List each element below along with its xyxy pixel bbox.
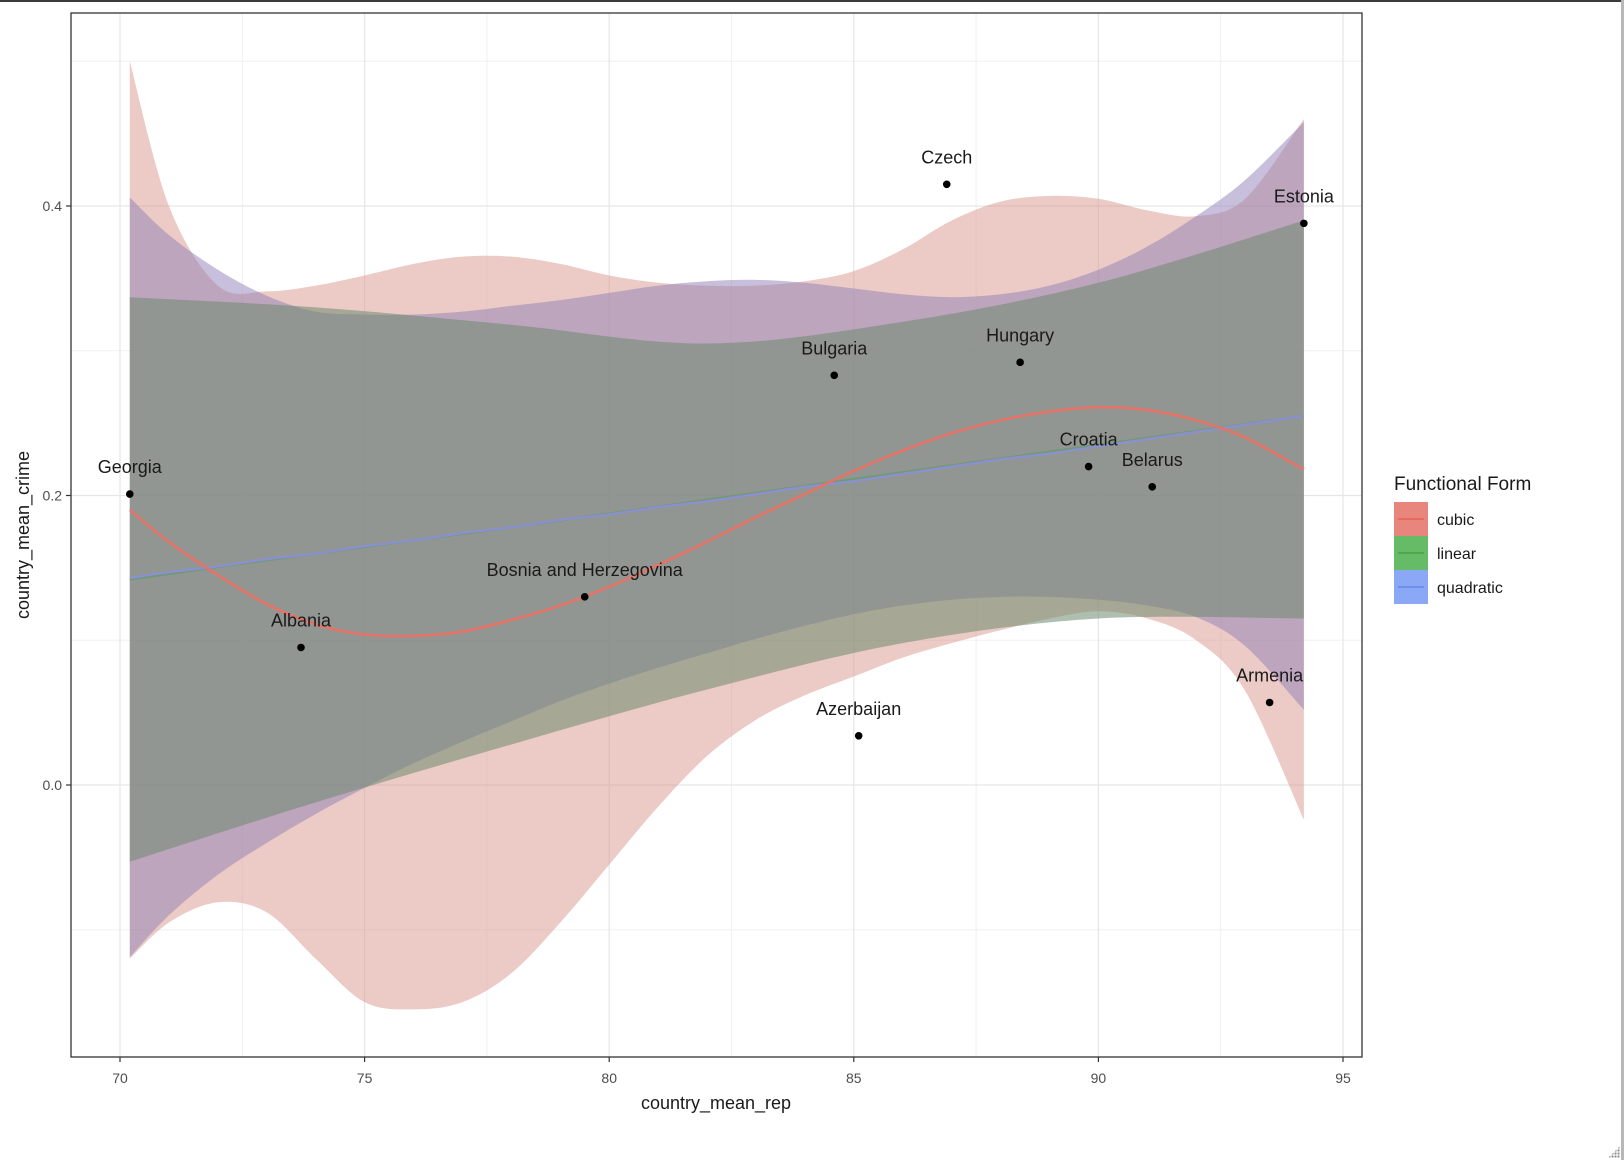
legend-label-linear: linear bbox=[1437, 546, 1477, 563]
window-right-border bbox=[1621, 0, 1624, 1160]
data-point bbox=[580, 593, 589, 601]
data-point bbox=[830, 371, 839, 380]
data-point bbox=[1016, 358, 1024, 367]
point-label: Croatia bbox=[1060, 430, 1119, 450]
panel-border bbox=[70, 12, 1363, 1058]
legend-label-cubic: cubic bbox=[1437, 512, 1474, 529]
x-tick-label: 85 bbox=[846, 1070, 862, 1086]
point-labels: Georgia Albania Bosnia and Herzegovina Bulg… bbox=[98, 147, 1335, 718]
y-tick-label: 0.0 bbox=[43, 777, 63, 793]
window-top-border bbox=[0, 0, 1624, 2]
legend-title: Functional Form bbox=[1394, 474, 1531, 495]
y-tick-label: 0.4 bbox=[43, 198, 63, 214]
point-label: Azerbaijan bbox=[816, 699, 901, 719]
y-axis: 0.0 0.2 0.4 bbox=[43, 198, 71, 793]
x-axis: 70 75 80 85 90 95 bbox=[112, 1057, 1351, 1086]
data-point bbox=[297, 643, 305, 652]
data-point bbox=[1265, 698, 1274, 707]
band-linear bbox=[129, 220, 1304, 862]
point-label: Georgia bbox=[98, 457, 163, 477]
data-point bbox=[125, 490, 134, 498]
fit-lines bbox=[128, 405, 1305, 638]
fit-line-cubic bbox=[128, 405, 1305, 638]
data-points bbox=[125, 180, 1308, 740]
legend: Functional Form cubic linear quadratic bbox=[1394, 474, 1531, 604]
point-label: Estonia bbox=[1274, 186, 1335, 206]
point-label: Bulgaria bbox=[801, 338, 868, 358]
confidence-bands bbox=[129, 61, 1304, 1010]
fit-line-quadratic bbox=[129, 414, 1305, 580]
x-tick-label: 80 bbox=[601, 1070, 617, 1086]
point-label: Hungary bbox=[986, 325, 1054, 345]
x-axis-title: country_mean_rep bbox=[641, 1093, 791, 1114]
point-label: Albania bbox=[271, 610, 332, 630]
x-tick-label: 95 bbox=[1335, 1070, 1351, 1086]
x-tick-label: 90 bbox=[1091, 1070, 1107, 1086]
x-tick-label: 75 bbox=[357, 1070, 373, 1086]
point-label: Bosnia and Herzegovina bbox=[487, 560, 684, 580]
point-label: Armenia bbox=[1236, 665, 1304, 685]
x-tick-label: 70 bbox=[112, 1070, 128, 1086]
data-point bbox=[1300, 219, 1308, 228]
data-point bbox=[854, 731, 863, 740]
y-tick-label: 0.2 bbox=[43, 488, 63, 504]
legend-label-quadratic: quadratic bbox=[1437, 580, 1503, 597]
point-label: Czech bbox=[921, 147, 972, 167]
data-point bbox=[1084, 462, 1093, 471]
data-point bbox=[1148, 483, 1157, 491]
data-point bbox=[942, 180, 951, 189]
y-axis-title: country_mean_crime bbox=[13, 451, 34, 619]
point-label: Belarus bbox=[1122, 450, 1183, 470]
